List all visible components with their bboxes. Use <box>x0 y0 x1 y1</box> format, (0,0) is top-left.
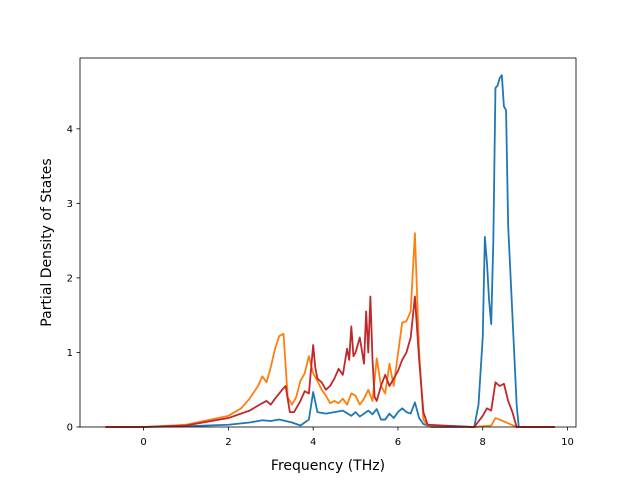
y-tick-label: 4 <box>67 124 73 135</box>
series-line-1 <box>105 74 555 428</box>
x-axis-ticks: 0 2 4 6 8 10 <box>140 427 574 448</box>
y-tick-label: 3 <box>67 199 73 210</box>
y-tick-label: 2 <box>67 273 73 284</box>
x-tick-label: 10 <box>561 437 574 448</box>
y-axis-label: Partial Density of States <box>39 158 55 326</box>
plot-background <box>80 58 576 427</box>
x-tick-label: 4 <box>310 437 316 448</box>
plot-frame <box>79 57 577 428</box>
x-tick-label: 2 <box>225 437 231 448</box>
y-tick-label: 0 <box>67 423 73 434</box>
x-tick-label: 0 <box>140 437 146 448</box>
x-axis-label: Frequency (THz) <box>271 458 385 474</box>
y-axis-ticks: 0 1 2 3 4 <box>67 124 80 434</box>
x-tick-label: 6 <box>395 437 401 448</box>
y-tick-label: 1 <box>67 348 73 359</box>
x-tick-label: 8 <box>480 437 486 448</box>
